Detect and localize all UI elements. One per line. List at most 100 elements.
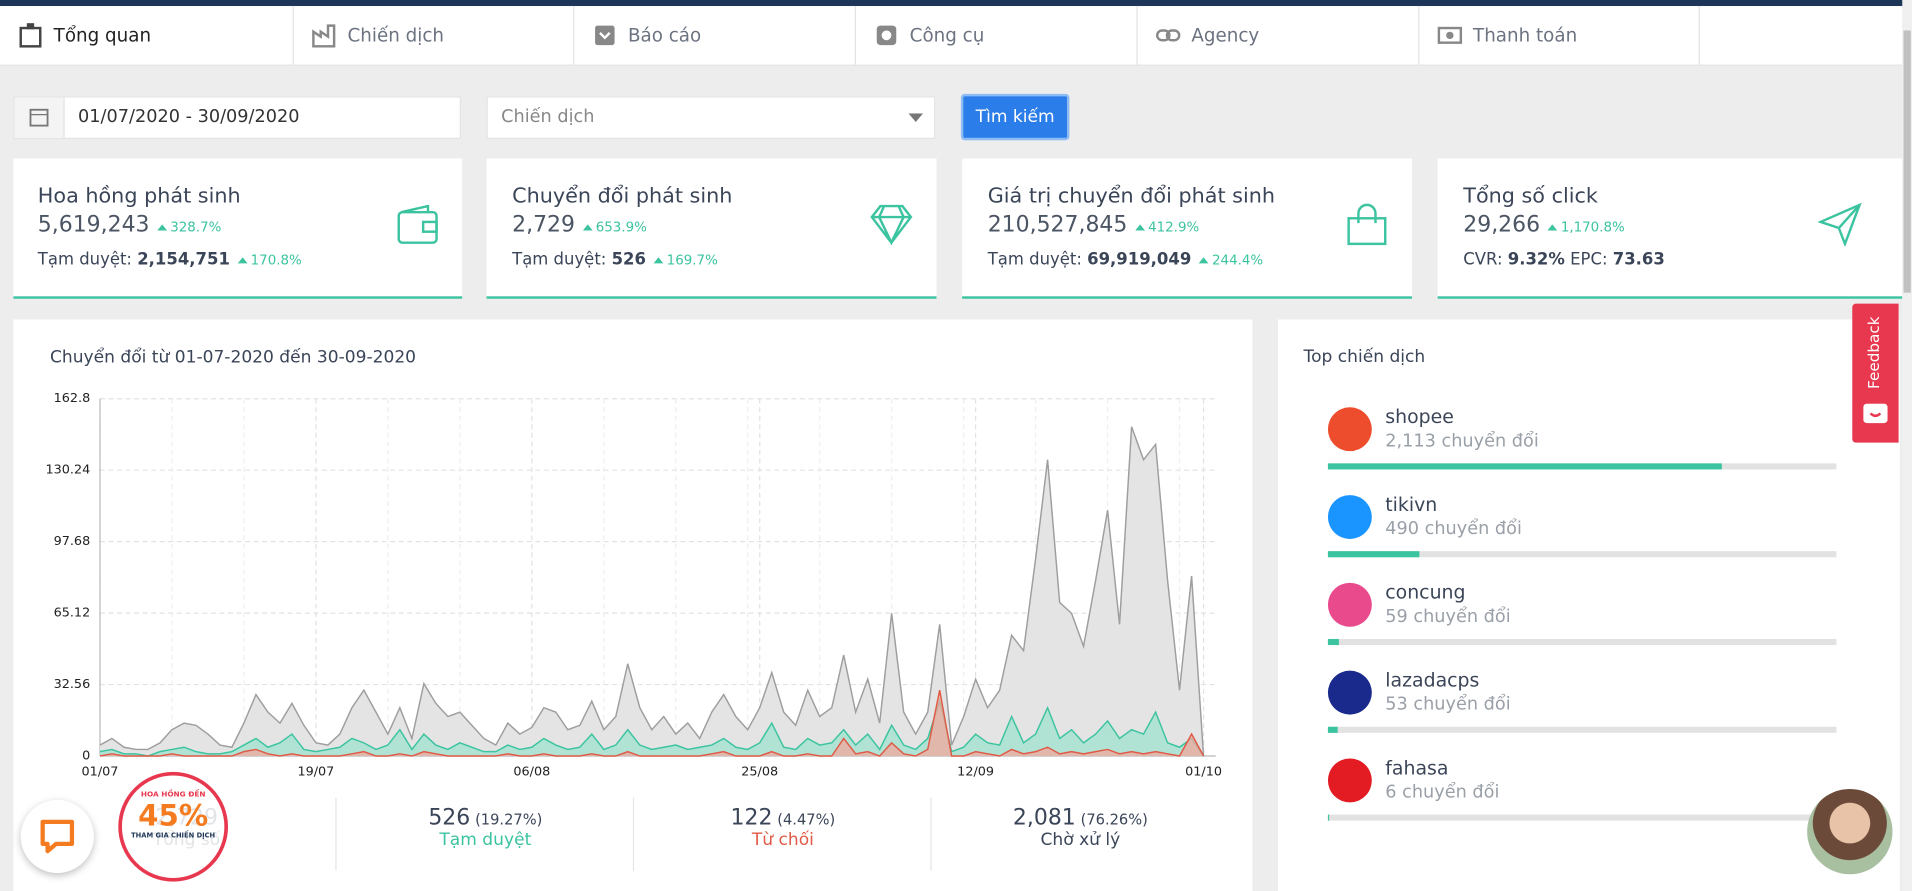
feedback-label: Feedback [1864,316,1883,389]
kpi-sub-label: CVR: [1463,249,1503,270]
y-tick-label: 162.8 [54,391,91,406]
kpi-sub: Tạm duyệt: 69,919,049 244.4% [988,250,1263,270]
promo-text: HOA HỒNG ĐẾN [140,790,206,799]
x-tick-label: 01/07 [82,764,119,779]
bag-icon [1347,203,1387,246]
campaign-name: tikivn [1385,493,1438,516]
kpi-sub-value: 73.63 [1612,249,1665,270]
icon [29,108,49,127]
nav-tab[interactable]: Tổng quan [0,6,294,65]
area [99,701,1204,757]
nav-tab[interactable]: Agency [1138,6,1420,65]
icon [595,25,615,46]
kpi-sub-label: EPC: [1570,249,1608,270]
feedback-tab[interactable]: Feedback [1852,303,1899,443]
campaign-logo [1327,495,1372,539]
y-tick-label: 97.68 [54,534,91,549]
summary-name: Chờ xử lý [1040,830,1121,850]
kpi-sub-value: 2,154,751 [137,249,230,270]
kpi-sub-value: 526 [611,249,646,270]
send-icon [1818,202,1862,247]
campaign-name: fahasa [1385,757,1449,780]
campaign-logo [1327,758,1372,803]
icon [876,25,897,46]
summary-value-row: 526 (19.27%) [337,805,635,831]
campaign-name: concung [1385,581,1466,604]
summary-percent: (76.26%) [1080,810,1148,828]
y-tick-label: 0 [82,749,90,764]
select-placeholder: Chiến dịch [501,107,595,127]
kpi-card: Giá trị chuyển đổi phát sinh 210,527,845… [962,158,1413,299]
kpi-sub: CVR: 9.32% EPC: 73.63 [1463,250,1665,270]
summary-value-row: 2,081 (76.26%) [932,805,1230,831]
progress-track [1327,638,1837,646]
icon [19,23,42,48]
y-tick-label: 130.24 [45,463,90,478]
x-tick-label: 19/07 [297,764,334,779]
date-input[interactable]: 01/07/2020 - 30/09/2020 [13,96,461,140]
scrollbar [1902,0,1912,891]
progress-bar [1327,463,1722,470]
summary-item: 526 (19.27%) Tạm duyệt [335,797,635,871]
support-avatar[interactable] [1807,788,1893,875]
panel-title: Top chiến dịch [1303,347,1426,368]
kpi-change: 653.9% [582,219,647,235]
kpi-sub-value: 69,919,049 [1087,249,1192,270]
feedback-icon [1863,403,1888,424]
promo-badge[interactable]: HOA HỒNG ĐẾN 45% THAM GIA CHIẾN DỊCH [118,771,229,882]
top-strip [0,0,1912,7]
chat-button[interactable] [20,799,94,874]
progress-track [1327,726,1837,733]
summary-value: 122 [730,804,773,831]
campaign-logo [1327,407,1372,452]
campaign-logo [1327,582,1372,627]
summary-value: 2,081 [1012,804,1076,831]
kpi-sub-change: 169.7% [653,252,718,268]
kpi-sub: Tạm duyệt: 2,154,751 170.8% [38,250,302,270]
kpi-value-row: 29,266 1,170.8% [1463,212,1624,238]
nav-tab[interactable]: Thanh toán [1419,6,1700,65]
progress-bar [1327,726,1338,733]
kpi-value: 2,729 [512,212,575,238]
x-tick-label: 01/10 [1185,764,1222,779]
kpi-change: 412.9% [1135,219,1199,235]
progress-bar [1327,638,1339,646]
kpi-value: 5,619,243 [37,212,150,238]
scroll-thumb[interactable] [1903,30,1911,293]
search-button[interactable]: Tìm kiếm [960,93,1070,141]
kpi-value: 210,527,845 [987,212,1128,238]
kpi-title: Giá trị chuyển đổi phát sinh [987,184,1275,209]
nav-label: Chiến dịch [347,24,444,47]
progress-bar [1327,551,1420,558]
x-tick-label: 25/08 [741,764,778,779]
summary-value: 526 [428,804,471,831]
summary-percent: (4.47%) [777,810,836,828]
summary-item: 2,081 (76.26%) Chờ xử lý [930,797,1230,871]
nav-tab[interactable]: Báo cáo [574,6,857,65]
campaign-name: shopee [1385,406,1454,429]
chat-icon [40,819,75,854]
kpi-sub-label: Tạm duyệt: [987,249,1082,270]
summary-name: Từ chối [751,830,814,850]
line [99,698,1205,757]
chart-panel: Chuyển đổi từ 01-07-2020 đến 30-09-2020 … [13,319,1253,891]
nav-tab[interactable]: Chiến dịch [294,6,575,65]
campaign-count: 6 chuyển đổi [1385,782,1500,803]
kpi-sub-change: 170.8% [237,252,302,268]
area [99,426,1204,757]
promo-text: THAM GIA CHIẾN DỊCH [131,832,216,841]
campaign-count: 490 chuyển đổi [1385,519,1522,539]
wallet-icon [397,204,438,244]
kpi-value-row: 2,729 653.9% [512,212,647,238]
campaign-select[interactable]: Chiến dịch [486,96,936,140]
nav-label: Tổng quan [53,24,152,47]
kpi-card: Tổng số click 29,266 1,170.8% CVR: 9.32% … [1437,158,1903,299]
caret [908,113,924,122]
date-text: 01/07/2020 - 30/09/2020 [78,107,300,127]
progress-track [1327,463,1837,470]
progress-track [1327,551,1837,558]
nav-label: Báo cáo [627,24,702,47]
kpi-sub: Tạm duyệt: 526 169.7% [512,250,718,270]
kpi-value-row: 5,619,243 328.7% [38,212,222,238]
nav-tab[interactable]: Công cụ [856,6,1138,65]
